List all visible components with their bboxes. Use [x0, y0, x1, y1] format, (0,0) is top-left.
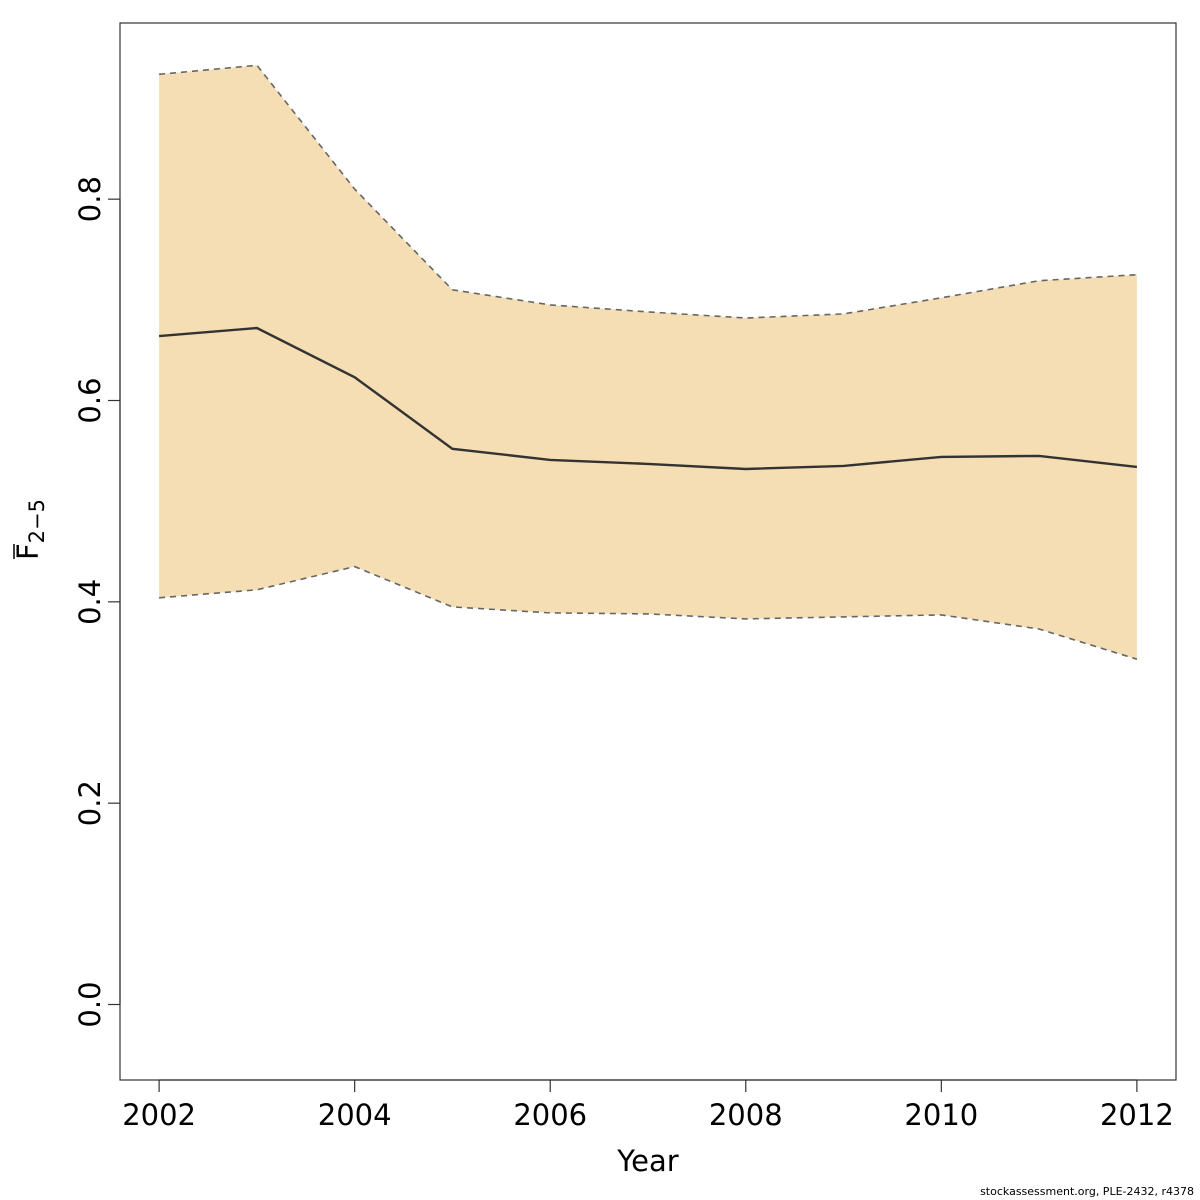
x-tick-label: 2010	[904, 1098, 978, 1132]
y-axis-title-main: F	[11, 543, 45, 560]
y-axis: 0.0 0.2 0.4 0.6 0.8	[73, 176, 121, 1028]
confidence-band	[159, 65, 1137, 660]
footer-credit: stockassessment.org, PLE-2432, r4378	[980, 1185, 1194, 1198]
y-tick-label: 0.0	[73, 981, 107, 1027]
y-tick-label: 0.4	[73, 579, 107, 625]
y-tick-label: 0.2	[73, 780, 107, 826]
estimate-line	[159, 326, 1138, 471]
x-tick-label: 2002	[122, 1098, 196, 1132]
x-axis: 2002 2004 2006 2008 2010 2012	[122, 1079, 1174, 1132]
x-tick-label: 2012	[1100, 1098, 1174, 1132]
svg-text:F2−5: F2−5	[11, 499, 49, 560]
upper-bound-line	[159, 64, 1137, 319]
y-axis-title: F2−5	[11, 499, 49, 560]
y-tick-label: 0.6	[73, 377, 107, 423]
x-tick-label: 2004	[318, 1098, 392, 1132]
y-axis-title-subscript: 2−5	[25, 499, 49, 543]
lower-bound-line	[159, 565, 1138, 660]
x-axis-title: Year	[616, 1144, 678, 1178]
y-tick-label: 0.8	[73, 176, 107, 222]
x-tick-label: 2008	[709, 1098, 783, 1132]
x-tick-label: 2006	[513, 1098, 587, 1132]
